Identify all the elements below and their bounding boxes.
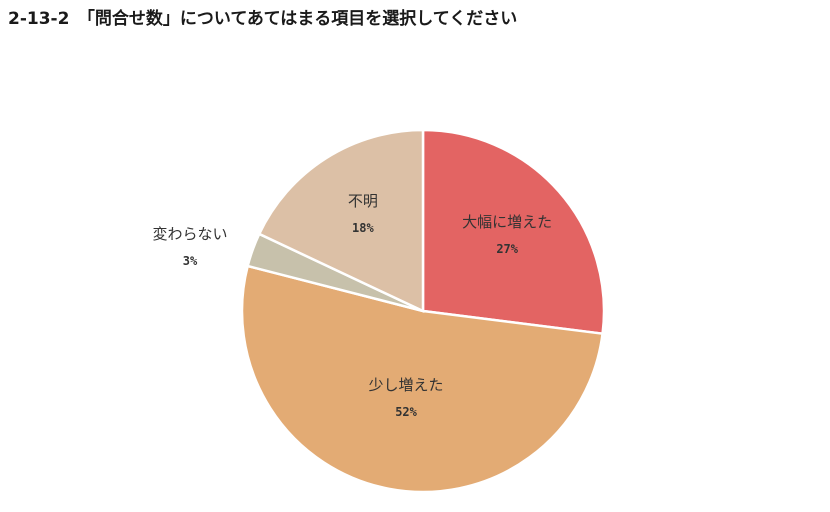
slice-percent-4: 18% [352, 221, 374, 235]
slice-label-1: 大幅に増えた [462, 213, 552, 231]
slice-percent-3: 3% [183, 254, 198, 268]
slice-label-3: 変わらない [152, 225, 227, 243]
pie-slice-4 [257, 128, 425, 313]
slice-label-4: 不明 [348, 192, 378, 210]
slice-percent-1: 27% [496, 242, 518, 256]
pie-slice-2 [240, 264, 604, 494]
slice-percent-2: 52% [395, 405, 417, 419]
chart-title: 2-13-2 「問合せ数」についてあてはまる項目を選択してください [8, 9, 518, 29]
pie-slice-1 [421, 128, 606, 336]
slice-label-2: 少し増えた [369, 376, 444, 394]
